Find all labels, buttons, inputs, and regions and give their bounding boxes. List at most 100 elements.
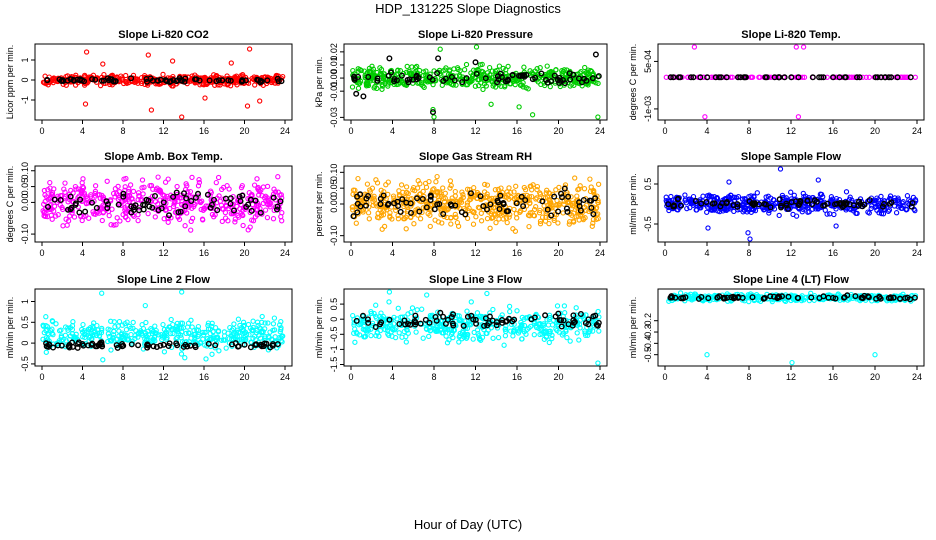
- data-point: [501, 342, 507, 348]
- data-point: [78, 190, 85, 197]
- data-point: [408, 209, 415, 216]
- data-point: [130, 319, 136, 326]
- data-point: [504, 219, 510, 226]
- data-point: [360, 312, 367, 319]
- data-point: [192, 194, 199, 201]
- data-point: [41, 201, 47, 207]
- data-point: [822, 207, 828, 213]
- data-point: [586, 197, 593, 204]
- y-tick-label: 0.02: [329, 43, 339, 61]
- data-point: [858, 294, 865, 301]
- data-point: [82, 72, 88, 79]
- data-point: [521, 73, 528, 80]
- data-point: [492, 212, 499, 218]
- data-point: [788, 189, 794, 195]
- data-point: [692, 197, 699, 204]
- data-point: [404, 63, 410, 70]
- data-point: [549, 335, 555, 342]
- data-point: [143, 75, 150, 82]
- panel-title: Slope Li-820 Pressure: [418, 29, 533, 41]
- data-point: [124, 319, 130, 325]
- data-point: [477, 62, 483, 68]
- data-point: [576, 199, 583, 206]
- x-tick-label: 8: [431, 372, 436, 382]
- data-point: [88, 192, 94, 198]
- data-point: [833, 223, 839, 229]
- x-tick-label: 20: [239, 372, 249, 382]
- data-point: [856, 198, 863, 205]
- data-point: [372, 324, 379, 331]
- data-point: [481, 322, 488, 329]
- y-tick-label: 0.00: [20, 194, 30, 212]
- data-point: [470, 221, 477, 227]
- panel-title: Slope Sample Flow: [741, 151, 842, 163]
- data-point: [557, 77, 564, 84]
- data-point: [804, 197, 811, 204]
- data-point: [724, 294, 731, 301]
- data-point: [495, 199, 502, 206]
- data-point: [150, 186, 156, 192]
- data-point: [88, 199, 95, 206]
- data-point: [432, 77, 439, 83]
- data-point: [153, 344, 160, 351]
- data-point: [539, 331, 545, 337]
- data-point: [264, 183, 271, 190]
- series-black: [44, 75, 285, 86]
- data-point: [188, 197, 195, 204]
- data-point: [420, 335, 426, 341]
- x-tick-label: 12: [470, 372, 480, 382]
- data-point: [779, 192, 786, 199]
- data-point: [365, 210, 372, 216]
- data-point: [391, 78, 398, 85]
- data-point: [468, 299, 474, 305]
- data-point: [403, 184, 410, 190]
- data-point: [411, 318, 418, 325]
- series-colored: [666, 290, 919, 366]
- data-point: [45, 203, 52, 210]
- data-point: [489, 215, 495, 221]
- data-point: [175, 209, 182, 216]
- data-point: [546, 220, 552, 227]
- data-point: [778, 202, 785, 209]
- data-point: [528, 316, 535, 323]
- data-point: [239, 71, 246, 78]
- data-point: [542, 218, 549, 224]
- data-point: [848, 74, 855, 80]
- data-point: [215, 174, 222, 181]
- x-tick-label: 4: [704, 248, 709, 258]
- data-point: [546, 339, 552, 346]
- data-point: [520, 203, 527, 210]
- data-point: [145, 210, 151, 217]
- data-point: [555, 310, 562, 317]
- data-point: [120, 211, 126, 218]
- x-tick-label: 24: [912, 248, 922, 258]
- data-point: [368, 78, 374, 84]
- data-point: [108, 318, 114, 324]
- data-point: [440, 77, 447, 84]
- panel-title: Slope Li-820 Temp.: [741, 29, 840, 41]
- data-point: [556, 329, 562, 335]
- data-point: [575, 209, 581, 215]
- data-point: [199, 216, 206, 222]
- data-point: [574, 330, 580, 336]
- data-point: [423, 204, 430, 211]
- data-point: [813, 198, 820, 205]
- data-point: [116, 318, 123, 325]
- data-point: [395, 67, 401, 73]
- data-point: [447, 178, 454, 184]
- x-tick-label: 0: [39, 248, 44, 258]
- data-point: [493, 219, 499, 226]
- data-point: [734, 201, 741, 208]
- data-point: [754, 190, 760, 196]
- data-point: [135, 217, 141, 224]
- data-point: [529, 209, 535, 216]
- data-point: [447, 201, 454, 208]
- data-point: [537, 207, 543, 214]
- data-point: [690, 74, 697, 81]
- data-point: [747, 236, 753, 242]
- data-point: [443, 333, 449, 339]
- data-point: [230, 207, 237, 214]
- data-point: [189, 174, 195, 181]
- data-point: [407, 200, 414, 207]
